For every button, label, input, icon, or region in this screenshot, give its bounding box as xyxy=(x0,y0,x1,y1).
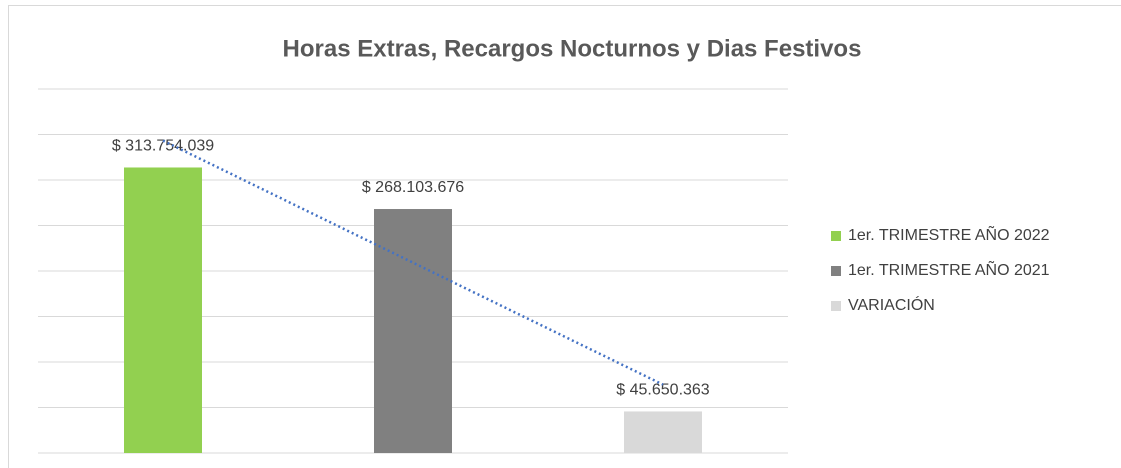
data-label: $ 313.754.039 xyxy=(112,138,214,155)
bar xyxy=(624,411,702,453)
legend-label: 1er. TRIMESTRE AÑO 2021 xyxy=(848,259,1050,279)
legend-swatch xyxy=(831,266,841,276)
bar xyxy=(374,209,452,453)
legend-swatch xyxy=(831,231,841,241)
bar xyxy=(124,167,202,453)
data-label: $ 268.103.676 xyxy=(362,179,464,196)
legend-label: 1er. TRIMESTRE AÑO 2022 xyxy=(848,224,1050,244)
legend-label: VARIACIÓN xyxy=(848,295,935,314)
chart-title: Horas Extras, Recargos Nocturnos y Dias … xyxy=(283,35,862,62)
legend-swatch xyxy=(831,301,841,311)
data-label: $ 45.650.363 xyxy=(616,382,710,399)
